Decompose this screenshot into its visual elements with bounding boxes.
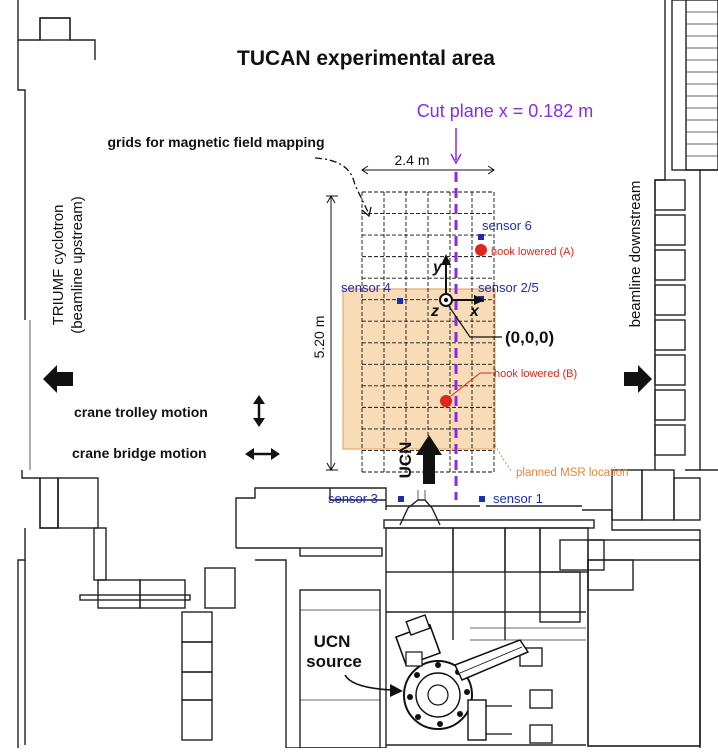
axis-x-label: x — [469, 303, 480, 320]
building-walls — [17, 0, 718, 749]
axis-y-label: y — [432, 259, 443, 276]
hook-a-label: hook lowered (A) — [491, 246, 574, 258]
mapping-grid — [361, 191, 495, 473]
downstream-label: beamline downstream — [627, 181, 644, 328]
downstream-arrow — [624, 365, 652, 393]
crane-bridge-arrow — [245, 448, 280, 460]
crane-bridge-label: crane bridge motion — [72, 445, 207, 461]
hook-b-leader — [450, 372, 492, 397]
sensor-3-label: sensor 3 — [328, 491, 378, 506]
cut-plane-label: Cut plane x = 0.182 m — [417, 101, 594, 121]
source-label-1: UCN — [314, 632, 351, 651]
cut-plane-pointer-head — [450, 153, 462, 165]
grid-note-leader-head — [361, 206, 372, 218]
dimension-height — [326, 194, 338, 472]
ucn-flow-arrow — [416, 435, 442, 484]
grid-note-leader — [314, 157, 369, 213]
source-leader-head — [390, 684, 403, 697]
sensor-4-label: sensor 4 — [341, 280, 391, 295]
sensor-4-marker — [397, 298, 403, 304]
hook-a-marker — [475, 244, 487, 256]
msr-leader — [494, 444, 513, 473]
axis-z-label: z — [430, 303, 439, 320]
sensor-1-marker — [479, 496, 485, 502]
coordinate-axes — [439, 254, 485, 307]
crane-trolley-arrow — [253, 395, 265, 427]
dimension-height-label: 5.20 m — [311, 316, 327, 359]
hook-b-marker — [440, 395, 452, 407]
sensor-6-label: sensor 6 — [482, 218, 532, 233]
ucn-source-apparatus — [394, 614, 530, 741]
upstream-arrow — [43, 365, 73, 393]
origin-leader — [447, 304, 502, 338]
dimension-width-label: 2.4 m — [394, 152, 429, 168]
source-label-2: source — [306, 652, 362, 671]
crane-trolley-label: crane trolley motion — [74, 404, 208, 420]
ucn-flow-label: UCN — [396, 442, 415, 479]
page-title: TUCAN experimental area — [237, 47, 495, 70]
upstream-label-2: (beamline upstream) — [69, 196, 86, 334]
sensor-6-marker — [478, 234, 484, 240]
msr-location-label: planned MSR location — [516, 467, 629, 479]
sensor-1-label: sensor 1 — [493, 491, 543, 506]
grid-note-label: grids for magnetic field mapping — [107, 134, 324, 150]
hook-b-label: hook lowered (B) — [494, 368, 577, 380]
upstream-label-1: TRIUMF cyclotron — [50, 205, 67, 326]
msr-location — [342, 288, 496, 450]
sensor-25-label: sensor 2/5 — [478, 280, 539, 295]
source-leader — [344, 674, 393, 691]
dimension-width — [361, 165, 495, 175]
origin-label: (0,0,0) — [505, 328, 554, 347]
sensor-3-marker — [398, 496, 404, 502]
